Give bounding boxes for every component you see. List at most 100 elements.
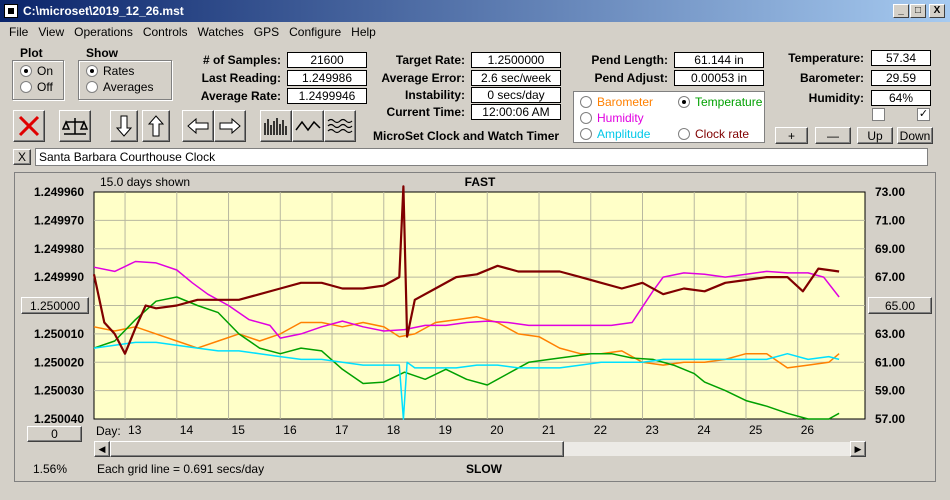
- minimize-button[interactable]: _: [893, 4, 909, 18]
- arrow-up-button[interactable]: [142, 110, 170, 142]
- humidity-label: Humidity:: [808, 91, 864, 105]
- balance-button[interactable]: [59, 110, 91, 142]
- right-checkbox[interactable]: ✓: [917, 108, 930, 121]
- show-group-title: Show: [84, 46, 120, 60]
- percent-readout: 1.56%: [33, 462, 68, 476]
- left-checkbox[interactable]: [872, 108, 885, 121]
- minus-button[interactable]: —: [815, 127, 851, 144]
- series-line-amplitude: [93, 341, 840, 420]
- histogram-icon: [264, 118, 287, 135]
- show-rates-radio[interactable]: Rates: [86, 63, 134, 79]
- clock-name-input[interactable]: Santa Barbara Courthouse Clock: [35, 148, 928, 166]
- temperature-field: 57.34: [871, 50, 931, 66]
- down-button[interactable]: Down: [897, 127, 933, 144]
- menu-file[interactable]: File: [9, 25, 29, 39]
- x-axis-tick: 14: [180, 423, 194, 437]
- last-reading-field: 1.249986: [287, 70, 367, 86]
- triangle-right-icon: ▶: [854, 443, 862, 454]
- title-bar: C:\microset\2019_12_26.mst: [0, 0, 950, 22]
- radio-empty-icon: [580, 128, 592, 140]
- barometer-label: Barometer:: [799, 71, 864, 85]
- series-line-humidity: [93, 260, 840, 339]
- current-time-field: 12:00:06 AM: [471, 104, 561, 120]
- menu-configure[interactable]: Configure: [289, 25, 342, 39]
- radio-selected-icon: [678, 96, 690, 108]
- average-error-field: 2.6 sec/week: [471, 70, 561, 86]
- target-rate-field[interactable]: 1.2500000: [471, 52, 561, 68]
- current-time-label: Current Time:: [386, 105, 465, 119]
- x-axis-tick: 22: [594, 423, 608, 437]
- close-button[interactable]: X: [929, 4, 945, 18]
- pend-length-field: 61.144 in: [674, 52, 764, 68]
- x-axis-tick: 23: [645, 423, 659, 437]
- arrow-right-icon: [219, 117, 241, 135]
- x-axis-tick: 18: [387, 423, 401, 437]
- show-averages-radio[interactable]: Averages: [86, 79, 153, 95]
- plot-on-radio[interactable]: On: [20, 63, 53, 79]
- center-right-button[interactable]: 65.00: [868, 297, 932, 314]
- right-axis-tick: 71.00: [875, 213, 905, 227]
- scroll-thumb[interactable]: [110, 441, 564, 457]
- radio-empty-icon: [580, 112, 592, 124]
- menu-view[interactable]: View: [38, 25, 65, 39]
- show-group: [78, 60, 172, 100]
- series-line-rate: [92, 185, 840, 355]
- multi-line-button[interactable]: [324, 110, 356, 142]
- menu-gps[interactable]: GPS: [253, 25, 280, 39]
- overlay-barometer-radio[interactable]: Barometer: [580, 94, 653, 110]
- app-name: MicroSet Clock and Watch Timer: [373, 129, 560, 143]
- average-rate-field: 1.2499946: [287, 88, 367, 104]
- menu-help[interactable]: Help: [351, 25, 376, 39]
- left-axis-tick: 1.250030: [34, 384, 84, 398]
- grid-note: Each grid line = 0.691 secs/day: [97, 462, 265, 476]
- arrow-right-button[interactable]: [214, 110, 246, 142]
- scroll-left-button[interactable]: ◀: [94, 441, 110, 457]
- balance-icon: [62, 118, 88, 135]
- x-axis-tick: 16: [283, 423, 297, 437]
- left-axis-tick: 1.249990: [34, 270, 84, 284]
- histogram-button[interactable]: [260, 110, 292, 142]
- maximize-button[interactable]: □: [910, 4, 926, 18]
- arrow-left-icon: [187, 117, 209, 135]
- arrow-down-button[interactable]: [110, 110, 138, 142]
- x-axis-tick: 26: [801, 423, 815, 437]
- radio-selected-icon: [20, 65, 32, 77]
- line-wave-icon: [295, 120, 321, 132]
- overlay-temperature-radio[interactable]: Temperature: [678, 94, 762, 110]
- line-plot-button[interactable]: [292, 110, 324, 142]
- menu-bar: File View Operations Controls Watches GP…: [0, 22, 950, 42]
- zero-button[interactable]: 0: [27, 426, 82, 442]
- overlay-amplitude-radio[interactable]: Amplitude: [580, 126, 650, 142]
- right-axis-tick: 67.00: [875, 270, 905, 284]
- radio-empty-icon: [20, 81, 32, 93]
- menu-operations[interactable]: Operations: [74, 25, 133, 39]
- window-title: C:\microset\2019_12_26.mst: [23, 4, 184, 18]
- right-axis-tick: 61.00: [875, 355, 905, 369]
- x-axis-tick: 17: [335, 423, 349, 437]
- plot-group: [12, 60, 64, 100]
- average-error-label: Average Error:: [381, 71, 465, 85]
- last-reading-label: Last Reading:: [201, 71, 281, 85]
- overlay-clock-rate-radio[interactable]: Clock rate: [678, 126, 749, 142]
- triangle-left-icon: ◀: [98, 443, 106, 454]
- menu-watches[interactable]: Watches: [197, 25, 244, 39]
- average-rate-label: Average Rate:: [200, 89, 281, 103]
- instability-label: Instability:: [404, 88, 465, 102]
- up-button[interactable]: Up: [857, 127, 893, 144]
- plot-group-title: Plot: [18, 46, 45, 60]
- overlay-humidity-radio[interactable]: Humidity: [580, 110, 644, 126]
- plot-off-radio[interactable]: Off: [20, 79, 53, 95]
- clear-clock-button[interactable]: X: [13, 149, 31, 165]
- stop-button[interactable]: [13, 110, 45, 142]
- menu-controls[interactable]: Controls: [142, 25, 188, 39]
- multi-wave-icon: [327, 118, 353, 134]
- scroll-right-button[interactable]: ▶: [850, 441, 866, 457]
- app-icon[interactable]: [4, 4, 18, 18]
- right-axis-tick: 63.00: [875, 327, 905, 341]
- center-left-button[interactable]: 1.250000: [21, 297, 89, 314]
- arrow-left-button[interactable]: [182, 110, 214, 142]
- overlay-selector: [573, 91, 765, 143]
- humidity-field: 64%: [871, 90, 931, 106]
- plus-button[interactable]: +: [775, 127, 808, 144]
- right-axis-tick: 69.00: [875, 242, 905, 256]
